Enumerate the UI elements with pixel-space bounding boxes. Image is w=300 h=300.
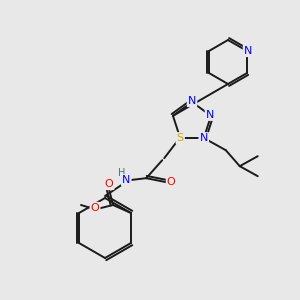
- Text: O: O: [167, 177, 176, 187]
- Text: O: O: [105, 179, 113, 189]
- Text: N: N: [188, 96, 196, 106]
- Text: N: N: [206, 110, 214, 120]
- Text: N: N: [122, 175, 130, 185]
- Text: N: N: [244, 46, 252, 56]
- Text: S: S: [177, 133, 184, 143]
- Text: H: H: [118, 168, 125, 178]
- Text: N: N: [200, 133, 208, 143]
- Text: O: O: [91, 203, 99, 213]
